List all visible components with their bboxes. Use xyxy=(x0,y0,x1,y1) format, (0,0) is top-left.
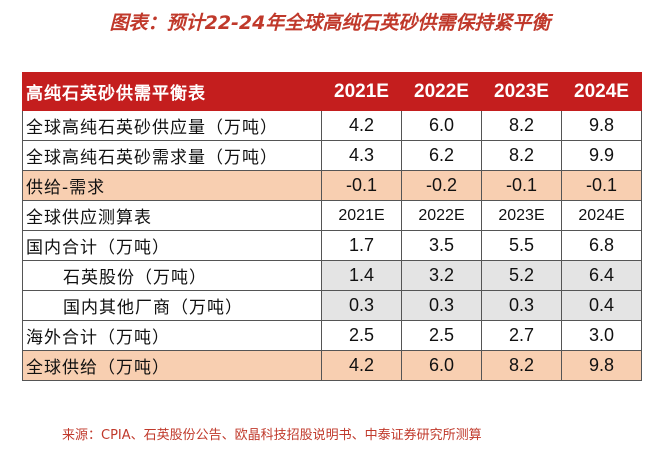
header-year: 2024E xyxy=(561,72,642,111)
row-label: 国内其他厂商（万吨） xyxy=(22,290,322,321)
header-year: 2022E xyxy=(401,72,482,111)
header-label: 高纯石英砂供需平衡表 xyxy=(22,72,322,111)
table-row: 海外合计（万吨） 2.5 2.5 2.7 3.0 xyxy=(22,320,642,351)
row-label: 海外合计（万吨） xyxy=(22,320,322,351)
row-label: 国内合计（万吨） xyxy=(22,230,322,261)
header-year: 2021E xyxy=(321,72,402,111)
cell-value: -0.1 xyxy=(321,170,402,201)
cell-value: 3.2 xyxy=(401,260,482,291)
cell-value: 9.9 xyxy=(561,140,642,171)
cell-value: 8.2 xyxy=(481,140,562,171)
table-row: 全球高纯石英砂供应量（万吨） 4.2 6.0 8.2 9.8 xyxy=(22,110,642,141)
cell-value: 4.3 xyxy=(321,140,402,171)
table-row: 供给-需求 -0.1 -0.2 -0.1 -0.1 xyxy=(22,170,642,201)
cell-value: 0.4 xyxy=(561,290,642,321)
cell-value: 2.7 xyxy=(481,320,562,351)
cell-value: 6.4 xyxy=(561,260,642,291)
cell-value: 2023E xyxy=(481,200,562,231)
cell-value: 6.0 xyxy=(401,110,482,141)
cell-value: 4.2 xyxy=(321,110,402,141)
cell-value: -0.1 xyxy=(561,170,642,201)
cell-value: 8.2 xyxy=(481,110,562,141)
cell-value: 1.7 xyxy=(321,230,402,261)
table-row: 国内其他厂商（万吨） 0.3 0.3 0.3 0.4 xyxy=(22,290,642,321)
table-row: 全球高纯石英砂需求量（万吨） 4.3 6.2 8.2 9.9 xyxy=(22,140,642,171)
chart-title: 图表：预计22-24年全球高纯石英砂供需保持紧平衡 xyxy=(109,12,551,34)
header-year: 2023E xyxy=(481,72,562,111)
cell-value: 0.3 xyxy=(401,290,482,321)
cell-value: 6.2 xyxy=(401,140,482,171)
row-label: 全球高纯石英砂需求量（万吨） xyxy=(22,140,322,171)
cell-value: 5.2 xyxy=(481,260,562,291)
cell-value: 9.8 xyxy=(561,110,642,141)
cell-value: 2.5 xyxy=(401,320,482,351)
cell-value: 0.3 xyxy=(321,290,402,321)
cell-value: 9.8 xyxy=(561,350,642,381)
table-row: 国内合计（万吨） 1.7 3.5 5.5 6.8 xyxy=(22,230,642,261)
cell-value: 6.0 xyxy=(401,350,482,381)
source-note: 来源：CPIA、石英股份公告、欧晶科技招股说明书、中泰证券研究所测算 xyxy=(62,428,482,443)
row-label: 供给-需求 xyxy=(22,170,322,201)
cell-value: 2.5 xyxy=(321,320,402,351)
cell-value: 0.3 xyxy=(481,290,562,321)
row-label: 石英股份（万吨） xyxy=(22,260,322,291)
cell-value: 2021E xyxy=(321,200,402,231)
cell-value: 5.5 xyxy=(481,230,562,261)
cell-value: 1.4 xyxy=(321,260,402,291)
cell-value: 8.2 xyxy=(481,350,562,381)
cell-value: 2022E xyxy=(401,200,482,231)
supply-demand-table: 高纯石英砂供需平衡表 2021E 2022E 2023E 2024E 全球高纯石… xyxy=(22,72,642,381)
row-label: 全球供应测算表 xyxy=(22,200,322,231)
table-header-row: 高纯石英砂供需平衡表 2021E 2022E 2023E 2024E xyxy=(22,72,642,111)
cell-value: -0.1 xyxy=(481,170,562,201)
table-row: 全球供应测算表 2021E 2022E 2023E 2024E xyxy=(22,200,642,231)
row-label: 全球高纯石英砂供应量（万吨） xyxy=(22,110,322,141)
cell-value: 6.8 xyxy=(561,230,642,261)
cell-value: 3.5 xyxy=(401,230,482,261)
cell-value: 4.2 xyxy=(321,350,402,381)
cell-value: 3.0 xyxy=(561,320,642,351)
row-label: 全球供给（万吨） xyxy=(22,350,322,381)
cell-value: 2024E xyxy=(561,200,642,231)
cell-value: -0.2 xyxy=(401,170,482,201)
table-row: 全球供给（万吨） 4.2 6.0 8.2 9.8 xyxy=(22,350,642,381)
table-row: 石英股份（万吨） 1.4 3.2 5.2 6.4 xyxy=(22,260,642,291)
